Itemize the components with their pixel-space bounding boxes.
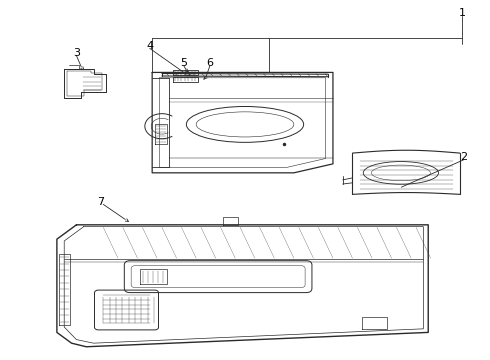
Text: 2: 2 xyxy=(460,152,467,162)
Text: 6: 6 xyxy=(206,58,213,68)
Text: 4: 4 xyxy=(146,41,153,50)
Text: 3: 3 xyxy=(73,48,80,58)
Text: 5: 5 xyxy=(180,58,187,68)
Text: 1: 1 xyxy=(459,8,466,18)
Text: 7: 7 xyxy=(98,197,104,207)
